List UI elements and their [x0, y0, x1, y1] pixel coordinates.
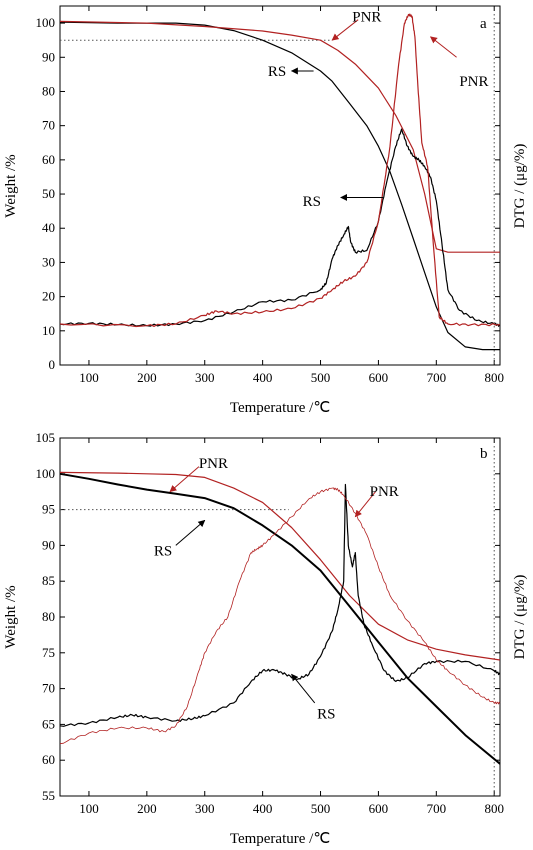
y-tick-label: 80 [42, 609, 55, 624]
panel-a: 100 200 300 400 500 600 700 800 0 10 20 30 40 50 60 70 8… [3, 5, 528, 416]
annotation-arrow [169, 466, 200, 493]
annotation-label: RS [268, 64, 286, 80]
panel-label: b [480, 446, 488, 462]
plot-frame [59, 5, 501, 366]
series-dtg-pnr [59, 13, 501, 328]
series-group [59, 471, 501, 765]
x-tick-label: 200 [137, 370, 157, 385]
annotation-arrow [175, 519, 206, 546]
annotation-label: RS [317, 707, 335, 723]
series-group [59, 13, 501, 351]
series-weight-pnr [59, 20, 500, 253]
y-tick-label: 10 [42, 323, 55, 338]
y-tick-label: 30 [42, 254, 55, 269]
y2-axis-title: DTG / (μg/%) [512, 575, 528, 660]
x-axis-title: Temperature /℃ [230, 400, 330, 416]
annotation-arrow [429, 36, 457, 58]
x-tick-label: 400 [253, 801, 273, 816]
y-tick-label: 75 [42, 645, 55, 660]
y-tick-label: 90 [42, 49, 55, 64]
y-tick-label: 95 [42, 502, 55, 517]
panel-label: a [480, 16, 487, 32]
y-axis-title: Weight /% [3, 154, 19, 217]
y-axis-title: Weight /% [3, 585, 19, 648]
annotations: PNR PNR RS RS [154, 456, 399, 723]
y-tick-label: 70 [42, 681, 55, 696]
y-tick-label: 40 [42, 220, 55, 235]
y-tick-label: 100 [36, 15, 56, 30]
x-axis-title: Temperature /℃ [230, 831, 330, 847]
annotation-label: RS [154, 543, 172, 559]
series-dtg-rs [59, 128, 501, 327]
y-tick-label: 85 [42, 573, 55, 588]
annotations: PNR PNR RS RS [268, 9, 489, 210]
axis-ticks: 100 200 300 400 500 600 700 800 55 60 65 70 75 80 85 90… [36, 430, 504, 816]
x-tick-label: 600 [369, 370, 389, 385]
series-dtg-rs [59, 483, 501, 727]
y-tick-label: 105 [36, 430, 56, 445]
x-tick-label: 400 [253, 370, 273, 385]
annotation-arrow [354, 491, 376, 518]
x-tick-label: 600 [369, 801, 389, 816]
annotation-label: PNR [352, 9, 381, 25]
series-dtg-pnr [59, 487, 501, 745]
annotation-arrow [291, 673, 316, 704]
y-tick-label: 20 [42, 289, 55, 304]
reference-lines [60, 446, 495, 796]
x-tick-label: 300 [195, 370, 215, 385]
y-tick-label: 60 [42, 152, 55, 167]
x-tick-label: 100 [79, 801, 99, 816]
panel-b: 100 200 300 400 500 600 700 800 55 60 65 70 75 80 85 90… [3, 430, 528, 847]
plot-frame [59, 437, 501, 797]
annotation-label: PNR [370, 484, 399, 500]
series-weight-pnr [59, 471, 501, 661]
y-tick-label: 55 [42, 788, 55, 803]
x-tick-label: 300 [195, 801, 215, 816]
x-tick-label: 800 [484, 801, 504, 816]
y-tick-label: 80 [42, 83, 55, 98]
y-tick-label: 70 [42, 118, 55, 133]
annotation-label: PNR [459, 74, 488, 90]
y2-axis-title: DTG / (μg/%) [512, 144, 528, 229]
x-tick-label: 500 [311, 370, 331, 385]
y-tick-label: 100 [36, 466, 56, 481]
x-tick-label: 700 [427, 370, 447, 385]
annotation-label: PNR [199, 456, 228, 472]
x-tick-label: 800 [484, 370, 504, 385]
annotation-label: RS [303, 194, 321, 210]
axis-ticks: 100 200 300 400 500 600 700 800 0 10 20 30 40 50 60 70 8… [36, 6, 504, 385]
y-tick-label: 50 [42, 186, 55, 201]
reference-lines [60, 14, 495, 365]
x-tick-label: 200 [137, 801, 157, 816]
x-tick-label: 500 [311, 801, 331, 816]
x-tick-label: 700 [427, 801, 447, 816]
y-tick-label: 0 [49, 357, 56, 372]
series-weight-rs [59, 472, 501, 765]
y-tick-label: 90 [42, 537, 55, 552]
y-tick-label: 60 [42, 752, 55, 767]
x-tick-label: 100 [79, 370, 99, 385]
annotation-arrow [331, 19, 359, 41]
y-tick-label: 65 [42, 716, 55, 731]
